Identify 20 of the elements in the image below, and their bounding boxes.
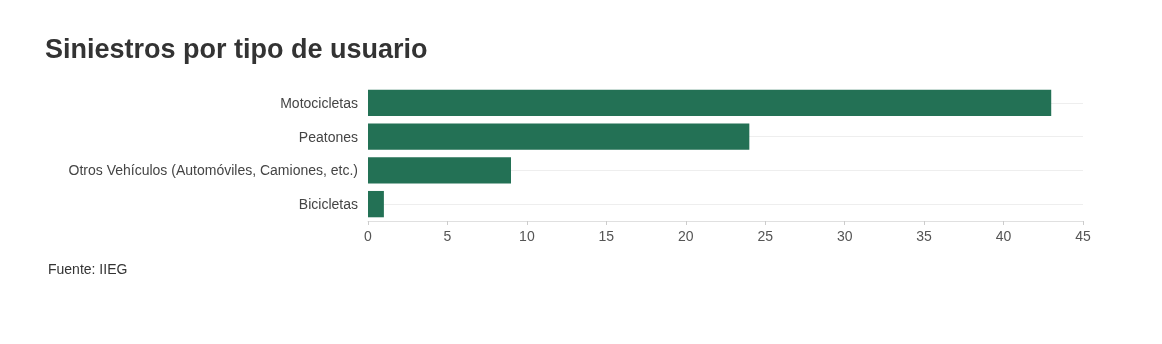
x-tick-label: 30 xyxy=(836,228,853,244)
y-tick-label: Bicicletas xyxy=(298,196,358,213)
bar xyxy=(368,157,511,184)
x-tick-label: 5 xyxy=(443,228,452,244)
x-tick-label: 20 xyxy=(677,228,694,244)
x-tick-label: 45 xyxy=(1075,228,1091,244)
y-tick-label: Motocicletas xyxy=(280,94,358,111)
x-tick-label: 0 xyxy=(364,228,373,244)
x-tick-label: 10 xyxy=(519,228,535,244)
source-note: Fuente: IIEG xyxy=(48,261,128,277)
y-tick-label: Peatones xyxy=(298,128,358,145)
bar xyxy=(368,190,384,218)
x-tick-label: 15 xyxy=(598,228,615,244)
bar xyxy=(368,123,750,150)
y-tick-label: Otros Vehículos (Automóviles, Camiones, etc.) xyxy=(68,162,358,179)
bar xyxy=(368,89,1052,117)
x-tick-label: 40 xyxy=(995,228,1012,244)
x-tick-label: 25 xyxy=(757,228,774,244)
chart-title: Siniestros por tipo de usuario xyxy=(45,33,428,64)
x-tick-label: 35 xyxy=(916,228,933,244)
